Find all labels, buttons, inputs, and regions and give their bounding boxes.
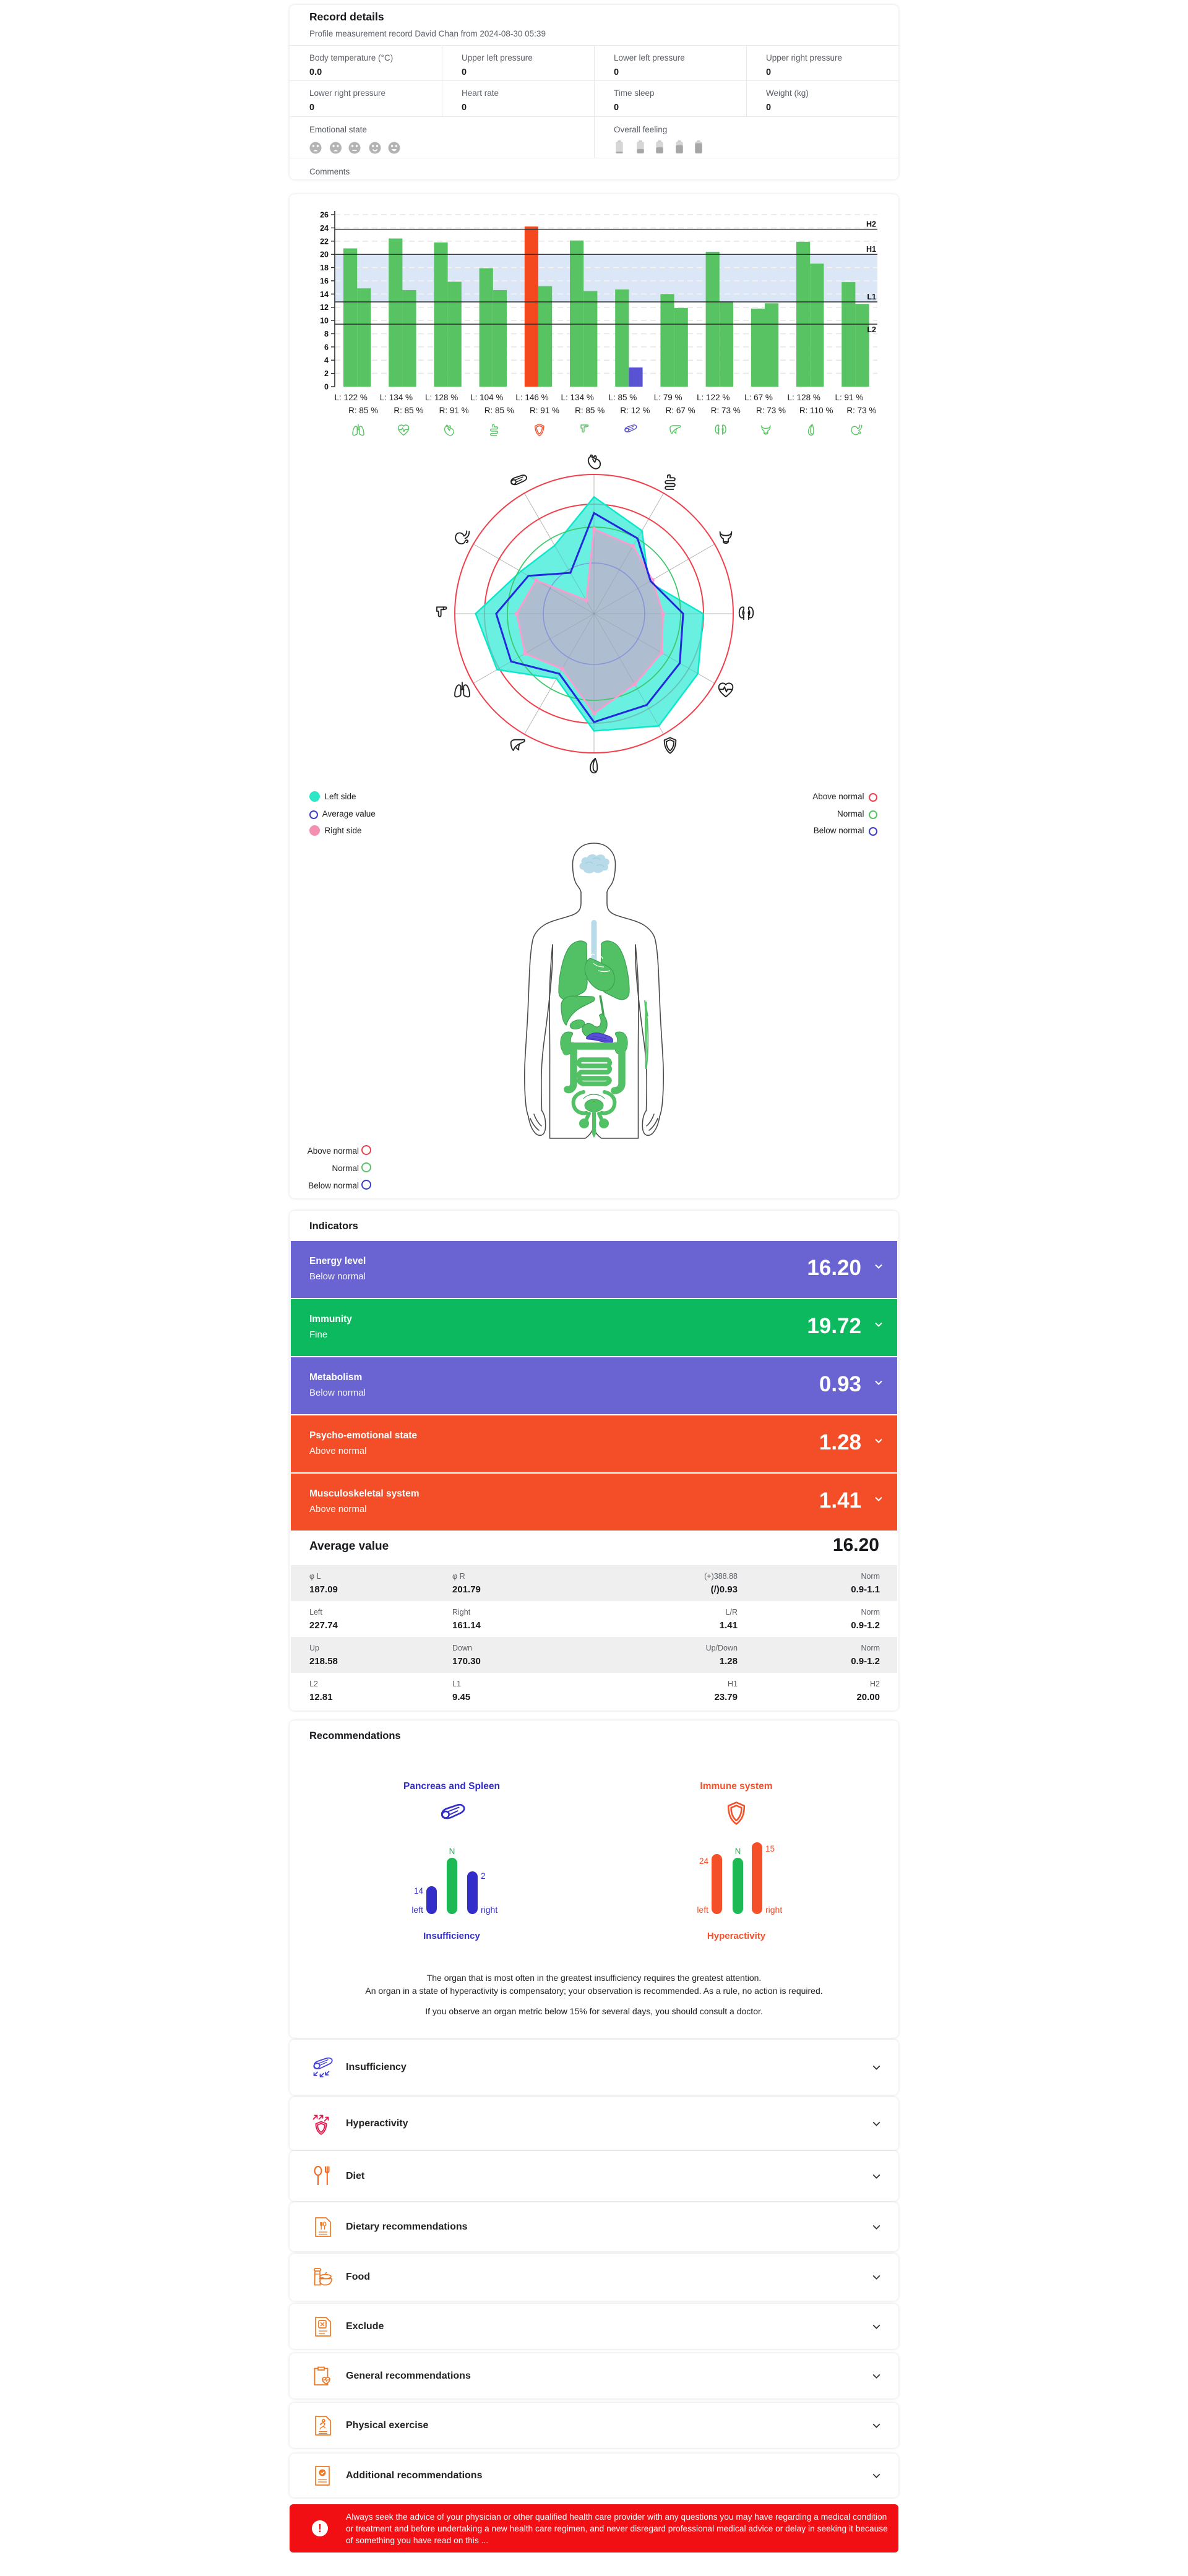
svg-text:L: 146 %: L: 146 % bbox=[515, 393, 548, 402]
svg-text:L: 104 %: L: 104 % bbox=[470, 393, 503, 402]
svg-text:L: 122 %: L: 122 % bbox=[697, 393, 730, 402]
svg-text:R: 73 %: R: 73 % bbox=[846, 406, 876, 415]
svg-text:R: 85 %: R: 85 % bbox=[484, 406, 514, 415]
svg-text:4: 4 bbox=[324, 356, 329, 365]
svg-text:left: left bbox=[697, 1905, 708, 1915]
svg-text:L: 67 %: L: 67 % bbox=[744, 393, 773, 402]
svg-text:L: 134 %: L: 134 % bbox=[380, 393, 413, 402]
svg-text:R: 85 %: R: 85 % bbox=[575, 406, 605, 415]
svg-text:right: right bbox=[481, 1905, 497, 1915]
svg-text:R: 73 %: R: 73 % bbox=[756, 406, 786, 415]
svg-text:10: 10 bbox=[320, 317, 329, 325]
svg-text:N: N bbox=[449, 1847, 455, 1856]
svg-text:left: left bbox=[411, 1905, 423, 1915]
svg-text:L1: L1 bbox=[867, 293, 876, 301]
svg-text:6: 6 bbox=[324, 343, 329, 351]
svg-text:L: 128 %: L: 128 % bbox=[788, 393, 820, 402]
svg-text:H2: H2 bbox=[866, 220, 876, 229]
svg-text:L: 128 %: L: 128 % bbox=[425, 393, 458, 402]
svg-text:L: 134 %: L: 134 % bbox=[561, 393, 594, 402]
svg-text:22: 22 bbox=[320, 237, 329, 246]
svg-text:N: N bbox=[735, 1847, 741, 1856]
svg-text:L: 122 %: L: 122 % bbox=[335, 393, 368, 402]
svg-text:L2: L2 bbox=[867, 325, 876, 334]
svg-text:16: 16 bbox=[320, 277, 329, 285]
svg-text:R: 110 %: R: 110 % bbox=[799, 406, 833, 415]
svg-text:L: 91 %: L: 91 % bbox=[835, 393, 864, 402]
svg-text:H1: H1 bbox=[866, 245, 876, 254]
svg-text:18: 18 bbox=[320, 264, 329, 272]
svg-text:L: 79 %: L: 79 % bbox=[654, 393, 682, 402]
svg-text:26: 26 bbox=[320, 211, 329, 220]
svg-text:12: 12 bbox=[320, 303, 329, 312]
svg-text:20: 20 bbox=[320, 251, 329, 259]
svg-text:R: 85 %: R: 85 % bbox=[394, 406, 423, 415]
svg-text:14: 14 bbox=[320, 290, 329, 299]
svg-text:R: 91 %: R: 91 % bbox=[530, 406, 559, 415]
svg-text:15: 15 bbox=[765, 1844, 775, 1853]
svg-text:L: 85 %: L: 85 % bbox=[609, 393, 637, 402]
svg-text:R: 12 %: R: 12 % bbox=[620, 406, 650, 415]
svg-text:24: 24 bbox=[320, 224, 329, 233]
svg-text:right: right bbox=[765, 1905, 782, 1915]
svg-text:0: 0 bbox=[324, 383, 329, 392]
svg-text:R: 73 %: R: 73 % bbox=[711, 406, 741, 415]
svg-text:R: 85 %: R: 85 % bbox=[348, 406, 378, 415]
svg-text:2: 2 bbox=[481, 1871, 486, 1881]
svg-text:8: 8 bbox=[324, 330, 329, 338]
svg-text:14: 14 bbox=[414, 1886, 424, 1896]
svg-text:24: 24 bbox=[699, 1857, 709, 1866]
svg-text:2: 2 bbox=[324, 369, 329, 378]
svg-text:R: 67 %: R: 67 % bbox=[666, 406, 695, 415]
svg-text:R: 91 %: R: 91 % bbox=[439, 406, 469, 415]
